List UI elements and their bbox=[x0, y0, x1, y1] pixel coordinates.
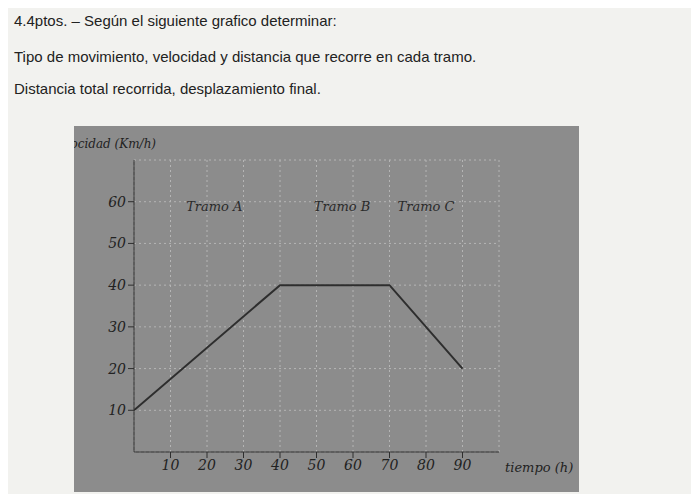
svg-text:10: 10 bbox=[108, 402, 126, 418]
svg-text:20: 20 bbox=[197, 457, 216, 473]
html-text:Distancia total recorrida, des: Distancia total recorrida, desplazamient… bbox=[14, 80, 321, 97]
svg-text:60: 60 bbox=[344, 457, 362, 473]
svg-text:Tramo B: Tramo B bbox=[314, 199, 370, 214]
svg-text:40: 40 bbox=[107, 277, 126, 293]
html-text:Tipo de movimiento, velocidad: Tipo de movimiento, velocidad y distanci… bbox=[14, 48, 477, 65]
svg-text:30: 30 bbox=[235, 457, 253, 473]
svg-text:Tramo C: Tramo C bbox=[398, 199, 455, 214]
svg-text:10: 10 bbox=[162, 457, 180, 473]
svg-text:80: 80 bbox=[417, 457, 435, 473]
svg-text:20: 20 bbox=[107, 361, 126, 377]
svg-text:Velocidad (Km/h): Velocidad (Km/h) bbox=[74, 137, 156, 151]
svg-text:40: 40 bbox=[270, 457, 289, 473]
html-text:4.4ptos. – Según el siguiente: 4.4ptos. – Según el siguiente grafico de… bbox=[14, 12, 337, 29]
svg-text:90: 90 bbox=[454, 457, 472, 473]
svg-text:30: 30 bbox=[108, 319, 126, 335]
svg-text:Tramo A: Tramo A bbox=[186, 199, 242, 214]
svg-text:50: 50 bbox=[108, 235, 126, 251]
svg-text:tiempo (h): tiempo (h) bbox=[505, 460, 573, 475]
svg-text:70: 70 bbox=[381, 457, 399, 473]
svg-text:50: 50 bbox=[308, 457, 326, 473]
svg-text:60: 60 bbox=[108, 194, 126, 210]
